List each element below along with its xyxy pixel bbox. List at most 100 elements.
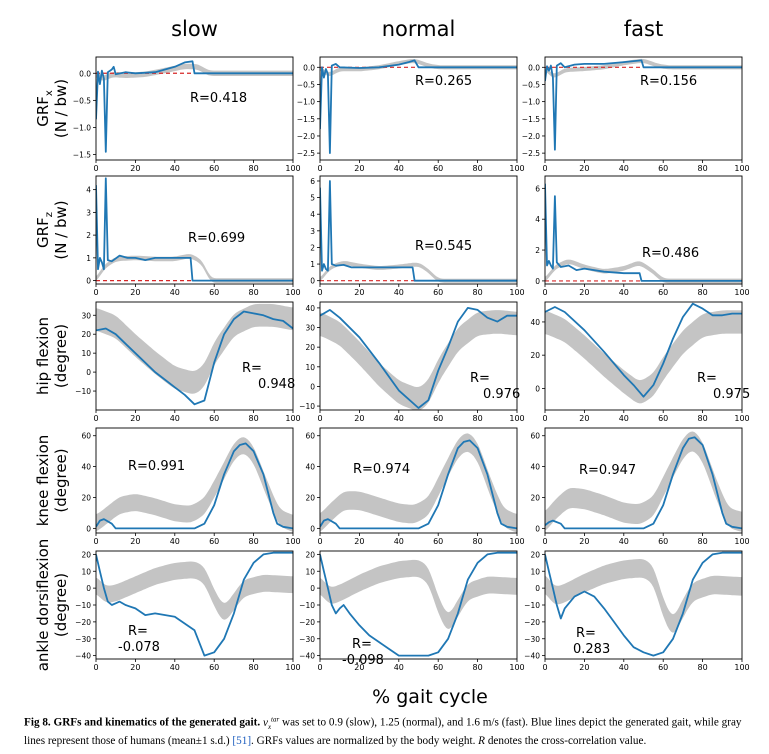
row-label-1-line1: GRFz [34, 212, 55, 248]
row-label-3: knee flexion (degree) [34, 435, 70, 527]
chart-grfx-slow: 0 20 40 60 80 100 −1.5 −1.0 −0.5 0.0 R=0.418 [73, 56, 301, 173]
xtick-label-knee-fast-80: 80 [698, 537, 708, 546]
xtick-label-grfz-fast-40: 40 [619, 288, 629, 297]
ytick-label-grfz-slow-3: 3 [86, 208, 91, 217]
xtick-label-hip-fast-80: 80 [698, 414, 708, 423]
ytick-label-hip-slow-30: 30 [81, 311, 91, 320]
ytick-label-ankle-normal--10: −10 [299, 601, 315, 610]
xtick-label-ankle-normal-0: 0 [317, 663, 322, 672]
row-label-3-line1: knee flexion [34, 435, 52, 527]
human-sd-band-grfx-slow [96, 63, 293, 81]
generated-line-grfz-fast [545, 183, 742, 282]
human-sd-band-grfz-slow [96, 254, 293, 283]
generated-line-grfz-normal [320, 180, 517, 282]
ytick-label-grfz-slow-2: 2 [86, 231, 91, 240]
ytick-label-hip-normal-0: 0 [310, 382, 315, 391]
chart-ankle-fast: 0 20 40 60 80 100 −40 −30 −20 −10 0 10 20 R=0.283 [524, 550, 749, 672]
xtick-label-grfz-normal-100: 100 [509, 288, 524, 297]
xtick-label-grfx-slow-20: 20 [130, 164, 140, 173]
xtick-label-grfz-fast-80: 80 [698, 288, 708, 297]
ytick-label-ankle-slow--40: −40 [75, 652, 91, 661]
row-label-4-line2: (degree) [52, 573, 70, 637]
ytick-label-grfx-fast--2: −2.0 [522, 132, 540, 141]
ytick-label-grfx-fast--1.5: −1.5 [522, 115, 540, 124]
chart-grfz-normal: 0 20 40 60 80 100 0 1 2 3 4 5 6 R=0.545 [310, 175, 525, 297]
ytick-label-grfx-normal--2.5: −2.5 [297, 149, 315, 158]
annotation-grfz-slow-0: R=0.699 [188, 231, 245, 246]
ytick-label-grfz-fast-4: 4 [535, 215, 540, 224]
xtick-label-hip-normal-20: 20 [354, 414, 364, 423]
xtick-label-grfx-fast-100: 100 [734, 164, 749, 173]
annotation-ankle-slow-1: -0.078 [118, 640, 160, 655]
ytick-label-grfz-fast-6: 6 [535, 184, 540, 193]
ytick-label-knee-slow-20: 20 [81, 493, 91, 502]
ytick-label-grfz-fast-2: 2 [535, 246, 540, 255]
ytick-label-knee-slow-40: 40 [81, 463, 91, 472]
generated-line-grfx-normal [320, 59, 517, 154]
axes-frame-grfz-fast [544, 175, 743, 285]
ytick-label-grfz-normal-4: 4 [310, 210, 315, 219]
generated-line-ankle-slow [96, 551, 293, 657]
ytick-label-grfz-fast-0: 0 [535, 277, 540, 286]
xtick-label-grfx-normal-40: 40 [394, 164, 404, 173]
xtick-label-ankle-fast-100: 100 [734, 663, 749, 672]
axes-frame-grfz-normal [319, 175, 518, 285]
xtick-label-ankle-normal-40: 40 [394, 663, 404, 672]
row-label-1-subscript: z [44, 212, 55, 217]
xtick-label-grfx-slow-0: 0 [93, 164, 98, 173]
xtick-label-knee-fast-60: 60 [658, 537, 668, 546]
annotation-ankle-slow-0: R= [128, 624, 148, 639]
row-label-0: GRFx(N / bw) [34, 79, 70, 138]
human-sd-band-ankle-fast [545, 559, 742, 633]
xtick-label-ankle-normal-20: 20 [354, 663, 364, 672]
generated-line-hip-slow [96, 310, 293, 406]
ytick-label-hip-normal-20: 20 [305, 343, 315, 352]
human-sd-band-ankle-normal [320, 559, 517, 629]
ytick-label-grfz-slow-4: 4 [86, 186, 91, 195]
annotation-hip-normal-0: R= [470, 371, 490, 386]
caption-text-3: denotes the cross-correlation value. [485, 734, 647, 747]
xtick-label-hip-fast-40: 40 [619, 414, 629, 423]
ytick-label-hip-slow-10: 10 [81, 349, 91, 358]
annotation-ankle-normal-0: R= [352, 637, 372, 652]
chart-grfx-fast: 0 20 40 60 80 100 −2.5 −2.0 −1.5 −1.0 −0.5 0.0 R=0.1… [522, 56, 750, 173]
ytick-label-grfz-normal-1: 1 [310, 260, 315, 269]
annotation-grfx-normal-0: R=0.265 [415, 74, 472, 89]
caption-text-1: was set to 0.9 (slow), 1.25 (normal), an… [24, 716, 742, 747]
ytick-label-knee-normal-0: 0 [310, 524, 315, 533]
row-label-0-subscript: x [44, 90, 55, 96]
xtick-label-knee-slow-60: 60 [209, 537, 219, 546]
caption-text-2: . GRFs values are normalized by the body… [251, 734, 479, 747]
ytick-label-grfx-slow--0.5: −0.5 [73, 96, 91, 105]
row-label-4: ankle dorsiflexion (degree) [34, 539, 70, 672]
ytick-label-grfz-slow-1: 1 [86, 254, 91, 263]
xtick-label-hip-fast-0: 0 [542, 414, 547, 423]
ytick-label-hip-fast-40: 40 [530, 318, 540, 327]
xtick-label-grfx-fast-20: 20 [579, 164, 589, 173]
annotation-ankle-fast-0: R= [576, 626, 596, 641]
caption-citation-link[interactable]: [51] [232, 734, 252, 747]
axes-frame-knee-normal [319, 427, 518, 534]
xtick-label-ankle-normal-60: 60 [433, 663, 443, 672]
ytick-label-grfx-fast--2.5: −2.5 [522, 149, 540, 158]
xtick-label-hip-normal-40: 40 [394, 414, 404, 423]
ytick-label-ankle-fast-10: 10 [530, 567, 540, 576]
xtick-label-hip-fast-20: 20 [579, 414, 589, 423]
annotation-hip-slow-0: R= [242, 361, 262, 376]
human-sd-band-hip-normal [320, 310, 517, 410]
annotation-ankle-fast-1: 0.283 [573, 642, 610, 657]
row-label-3-line2: (degree) [52, 448, 70, 512]
ytick-label-grfx-fast-0: 0.0 [528, 63, 540, 72]
xtick-label-grfx-slow-40: 40 [170, 164, 180, 173]
chart-grfz-slow: 0 20 40 60 80 100 0 1 2 3 4 R=0.699 [86, 175, 301, 297]
ytick-label-grfz-slow-0: 0 [86, 277, 91, 286]
ytick-label-hip-fast-20: 20 [530, 351, 540, 360]
column-title-fast: fast [624, 17, 663, 41]
ytick-label-grfz-normal-0: 0 [310, 277, 315, 286]
generated-line-knee-fast [545, 436, 742, 530]
generated-line-hip-normal [320, 307, 517, 409]
chart-ankle-slow: 0 20 40 60 80 100 −40 −30 −20 −10 0 10 20 R=-0.078 [75, 550, 300, 672]
ytick-label-ankle-slow-0: 0 [86, 584, 91, 593]
ytick-label-hip-normal--10: −10 [299, 402, 315, 411]
ytick-label-ankle-normal-20: 20 [305, 550, 315, 559]
